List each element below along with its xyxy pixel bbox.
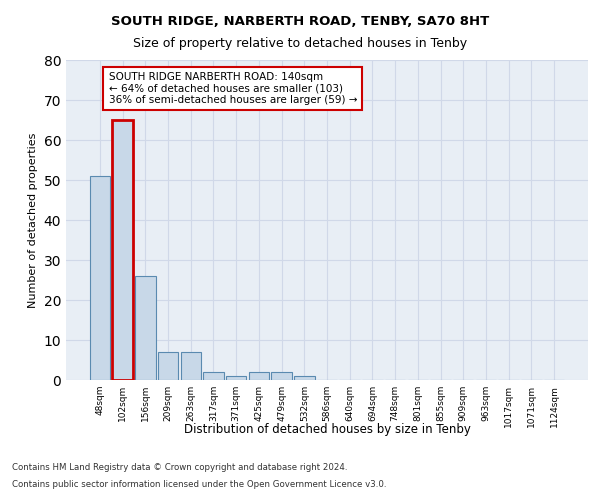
Text: Contains public sector information licensed under the Open Government Licence v3: Contains public sector information licen… [12,480,386,489]
Bar [135,276,155,380]
Text: SOUTH RIDGE NARBERTH ROAD: 140sqm
← 64% of detached houses are smaller (103)
36%: SOUTH RIDGE NARBERTH ROAD: 140sqm ← 64% … [109,72,357,105]
Bar [226,376,247,380]
Bar [158,352,178,380]
Bar [248,372,269,380]
Bar [203,372,224,380]
Text: Size of property relative to detached houses in Tenby: Size of property relative to detached ho… [133,38,467,51]
Text: SOUTH RIDGE, NARBERTH ROAD, TENBY, SA70 8HT: SOUTH RIDGE, NARBERTH ROAD, TENBY, SA70 … [111,15,489,28]
Bar [271,372,292,380]
Bar [181,352,201,380]
Text: Distribution of detached houses by size in Tenby: Distribution of detached houses by size … [184,422,470,436]
Bar [112,120,133,380]
Text: Contains HM Land Registry data © Crown copyright and database right 2024.: Contains HM Land Registry data © Crown c… [12,464,347,472]
Y-axis label: Number of detached properties: Number of detached properties [28,132,38,308]
Bar [294,376,314,380]
Bar [90,176,110,380]
